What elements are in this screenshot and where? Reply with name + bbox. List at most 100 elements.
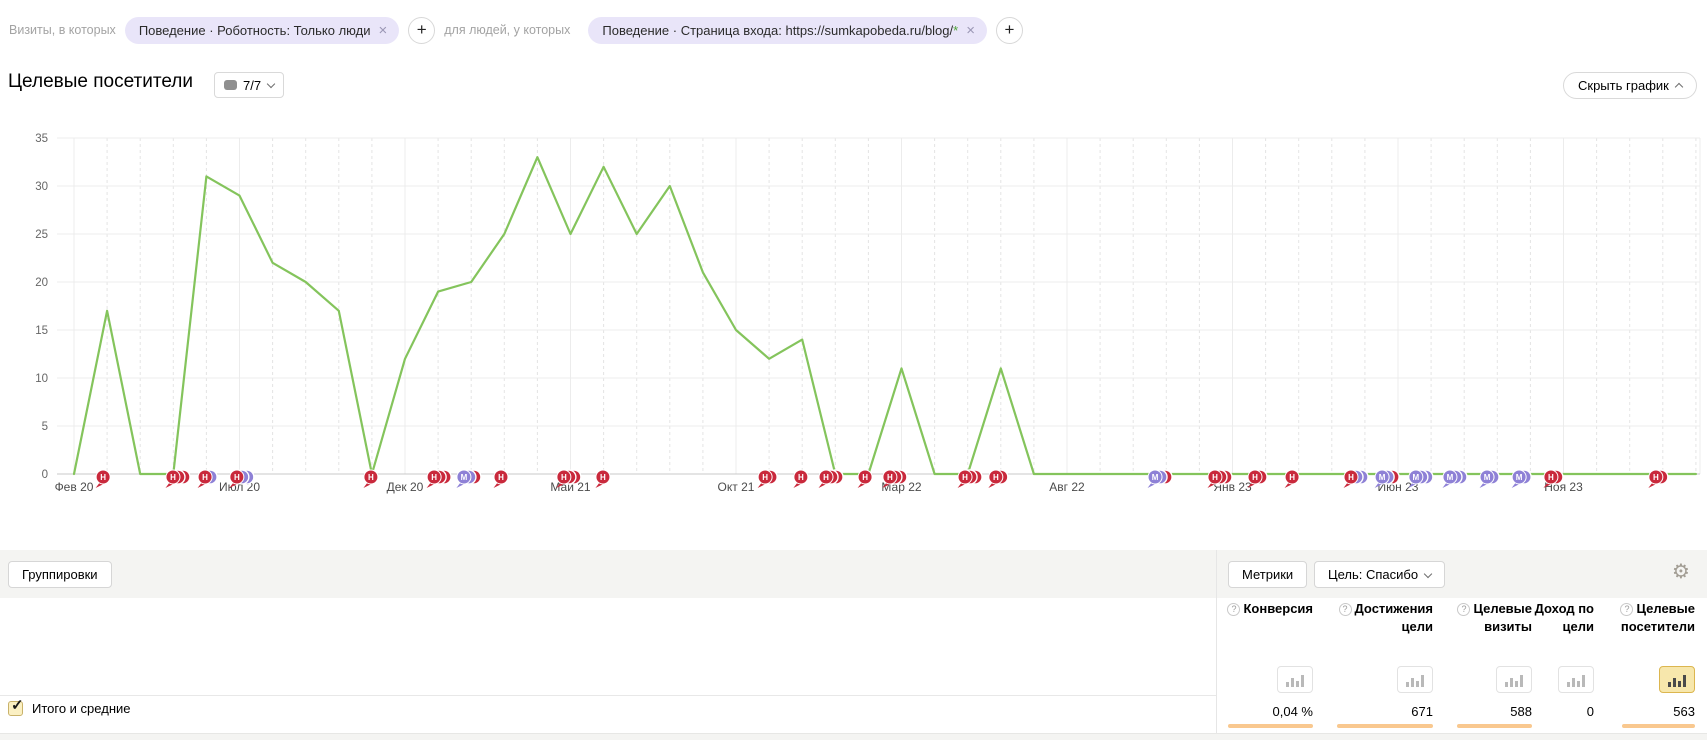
- svg-text:Н: Н: [1348, 473, 1354, 482]
- chevron-up-icon: [1674, 82, 1684, 92]
- annotation-marker-н[interactable]: Н: [1284, 469, 1300, 488]
- annotation-marker-н[interactable]: Н: [1543, 469, 1564, 488]
- svg-text:Н: Н: [798, 473, 804, 482]
- svg-text:Н: Н: [431, 473, 437, 482]
- column-chart-toggle-icon[interactable]: [1277, 666, 1313, 693]
- groupings-button[interactable]: Группировки: [8, 561, 112, 588]
- annotation-marker-н[interactable]: Н: [857, 469, 873, 488]
- svg-text:Н: Н: [368, 473, 374, 482]
- y-axis-label: 10: [35, 373, 48, 385]
- svg-text:Н: Н: [1653, 473, 1659, 482]
- value-heat-bar: [1337, 724, 1433, 728]
- visitors-line-chart[interactable]: 0 5 10 15 20 25 30 35 Фев 20 Июл 20 Дек 20 Май 21 Ок…: [0, 112, 1707, 512]
- gear-icon[interactable]: ⚙: [1672, 559, 1690, 583]
- x-axis-label: Авг 22: [1049, 480, 1085, 494]
- column-header-3[interactable]: Доход по цели: [1534, 600, 1594, 636]
- column-header-1[interactable]: ? Достижения цели: [1315, 600, 1433, 636]
- annotation-marker-н[interactable]: Н: [229, 469, 255, 488]
- close-icon[interactable]: ×: [966, 21, 975, 39]
- annotation-marker-н[interactable]: Н: [493, 469, 509, 488]
- filter-chip-robots-label: Поведение · Роботность: Только люди: [138, 22, 371, 38]
- svg-text:М: М: [1379, 473, 1386, 482]
- svg-text:Н: Н: [1252, 473, 1258, 482]
- y-axis-label: 20: [35, 277, 48, 289]
- page-title: Целевые посетители: [8, 71, 193, 92]
- totals-value-0: 0,04 %: [1272, 704, 1313, 719]
- annotation-marker-н[interactable]: Н: [363, 469, 379, 488]
- goal-selector[interactable]: Цель: Спасибо: [1314, 561, 1446, 588]
- annotation-marker-н[interactable]: Н: [988, 469, 1009, 488]
- column-header-label: Конверсия: [1243, 601, 1313, 616]
- comments-dropdown[interactable]: 7/7: [214, 72, 285, 98]
- annotation-marker-м[interactable]: М: [1511, 469, 1532, 488]
- totals-checkbox[interactable]: [8, 696, 24, 716]
- annotation-marker-н[interactable]: Н: [757, 469, 778, 488]
- column-header-4[interactable]: ? Целевые посетители: [1596, 600, 1695, 636]
- column-header-label: Целевые посетители: [1620, 601, 1695, 634]
- filter-chip-robots[interactable]: Поведение · Роботность: Только люди ×: [124, 16, 400, 44]
- help-icon[interactable]: ?: [1338, 603, 1352, 616]
- svg-text:Н: Н: [600, 473, 606, 482]
- filter-chip-landing-page[interactable]: Поведение · Страница входа: https://sumk…: [588, 16, 987, 44]
- svg-text:Н: Н: [170, 473, 176, 482]
- column-header-0[interactable]: ? Конверсия: [1193, 600, 1313, 618]
- annotation-marker-м[interactable]: М: [1147, 469, 1173, 488]
- column-header-2[interactable]: ? Целевые визиты: [1435, 600, 1532, 636]
- y-axis-label: 35: [35, 133, 48, 145]
- annotation-marker-н[interactable]: Н: [1648, 469, 1669, 488]
- svg-text:Н: Н: [1289, 473, 1295, 482]
- close-icon[interactable]: ×: [378, 21, 388, 39]
- annotation-marker-н[interactable]: Н: [556, 469, 582, 488]
- annotation-marker-н[interactable]: Н: [793, 469, 809, 488]
- help-icon[interactable]: ?: [1457, 603, 1471, 616]
- annotation-marker-н[interactable]: Н: [197, 469, 218, 488]
- annotation-marker-н[interactable]: Н: [595, 469, 611, 488]
- annotation-marker-м[interactable]: М: [1442, 469, 1468, 488]
- y-axis-label: 30: [35, 181, 48, 193]
- column-chart-toggle-icon[interactable]: [1496, 666, 1532, 693]
- chevron-down-icon: [1423, 569, 1433, 578]
- hide-chart-button[interactable]: Скрыть график: [1563, 72, 1697, 99]
- column-header-label: Доход по цели: [1534, 601, 1594, 634]
- section-header: Целевые посетители 7/7 Скрыть график: [0, 66, 1707, 106]
- svg-text:Н: Н: [962, 473, 968, 482]
- annotation-marker-н[interactable]: Н: [1247, 469, 1268, 488]
- column-chart-toggle-icon[interactable]: [1397, 666, 1433, 693]
- svg-text:Н: Н: [561, 473, 567, 482]
- annotation-marker-н[interactable]: Н: [165, 469, 191, 488]
- svg-text:Н: Н: [498, 473, 504, 482]
- comment-bubble-icon: [224, 80, 237, 90]
- help-icon[interactable]: ?: [1227, 603, 1241, 616]
- annotation-marker-м[interactable]: М: [1374, 469, 1400, 488]
- annotation-marker-м[interactable]: М: [456, 469, 482, 488]
- filter-chip-wildcard: *: [953, 22, 959, 38]
- filter-middle-label: для людей, у которых: [444, 23, 571, 37]
- column-chart-toggle-icon[interactable]: [1558, 666, 1594, 693]
- filter-prefix-label: Визиты, в которых: [9, 23, 116, 37]
- annotation-marker-н[interactable]: Н: [426, 469, 452, 488]
- add-filter-button[interactable]: +: [408, 16, 436, 44]
- svg-text:Н: Н: [202, 473, 208, 482]
- x-axis-label: Дек 20: [387, 480, 424, 494]
- annotation-marker-н[interactable]: Н: [1207, 469, 1233, 488]
- annotation-marker-н[interactable]: Н: [957, 469, 983, 488]
- value-heat-bar: [1228, 724, 1313, 728]
- column-header-label: Достижения цели: [1354, 601, 1433, 634]
- annotation-marker-н[interactable]: Н: [1343, 469, 1369, 488]
- annotation-marker-н[interactable]: Н: [882, 469, 908, 488]
- metrics-button[interactable]: Метрики: [1228, 561, 1308, 588]
- annotation-marker-м[interactable]: М: [1479, 469, 1500, 488]
- filter-chip-landing-label: Поведение · Страница входа: https://sumk…: [602, 22, 954, 38]
- svg-text:Н: Н: [100, 473, 106, 482]
- svg-text:Н: Н: [1548, 473, 1554, 482]
- svg-text:Н: Н: [762, 473, 768, 482]
- annotation-marker-н[interactable]: Н: [95, 469, 111, 488]
- svg-text:Н: Н: [823, 473, 829, 482]
- column-chart-toggle-icon[interactable]: [1659, 666, 1695, 693]
- annotation-marker-м[interactable]: М: [1408, 469, 1434, 488]
- annotation-marker-н[interactable]: Н: [818, 469, 844, 488]
- help-icon[interactable]: ?: [1620, 603, 1634, 616]
- add-user-filter-button[interactable]: +: [995, 16, 1023, 44]
- table-toolbar: Группировки Метрики Цель: Спасибо ⚙: [0, 550, 1707, 598]
